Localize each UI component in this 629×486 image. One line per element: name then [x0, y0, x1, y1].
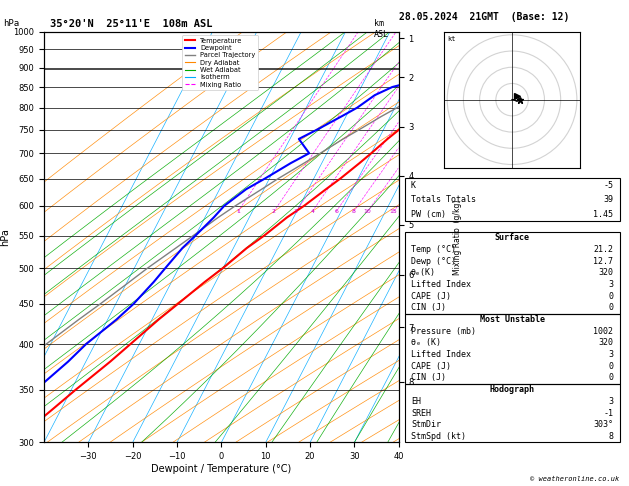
Text: 320: 320 [598, 338, 613, 347]
Text: 39: 39 [603, 195, 613, 204]
Text: Surface: Surface [494, 233, 530, 242]
Text: CAPE (J): CAPE (J) [411, 292, 451, 301]
Text: θₑ (K): θₑ (K) [411, 338, 441, 347]
Text: Totals Totals: Totals Totals [411, 195, 476, 204]
Text: Temp (°C): Temp (°C) [411, 245, 456, 254]
Text: CAPE (J): CAPE (J) [411, 362, 451, 371]
Text: kt: kt [447, 36, 456, 42]
Text: Pressure (mb): Pressure (mb) [411, 327, 476, 336]
Text: Hodograph: Hodograph [489, 385, 535, 394]
Y-axis label: hPa: hPa [1, 228, 11, 246]
Text: StmDir: StmDir [411, 420, 441, 429]
Text: 10: 10 [364, 208, 371, 214]
Text: Lifted Index: Lifted Index [411, 350, 471, 359]
Text: 1002: 1002 [593, 327, 613, 336]
Text: 8: 8 [352, 208, 355, 214]
Text: θₑ(K): θₑ(K) [411, 268, 436, 278]
Text: 6: 6 [334, 208, 338, 214]
Text: 3: 3 [608, 280, 613, 289]
Text: 3: 3 [294, 208, 298, 214]
Text: Most Unstable: Most Unstable [479, 315, 545, 324]
Text: 3: 3 [608, 397, 613, 406]
Text: © weatheronline.co.uk: © weatheronline.co.uk [530, 476, 620, 482]
Text: K: K [411, 181, 416, 190]
Text: 35°20'N  25°11'E  108m ASL: 35°20'N 25°11'E 108m ASL [50, 19, 213, 30]
Text: 15: 15 [390, 208, 398, 214]
Text: 28.05.2024  21GMT  (Base: 12): 28.05.2024 21GMT (Base: 12) [399, 12, 569, 22]
Text: -5: -5 [603, 181, 613, 190]
Text: 0: 0 [608, 362, 613, 371]
Text: 2: 2 [272, 208, 276, 214]
Text: Dewp (°C): Dewp (°C) [411, 257, 456, 265]
Text: 8: 8 [608, 432, 613, 441]
Text: Lifted Index: Lifted Index [411, 280, 471, 289]
Text: StmSpd (kt): StmSpd (kt) [411, 432, 466, 441]
Text: 303°: 303° [593, 420, 613, 429]
Text: hPa: hPa [3, 19, 19, 29]
X-axis label: Dewpoint / Temperature (°C): Dewpoint / Temperature (°C) [152, 464, 292, 474]
Text: 21.2: 21.2 [593, 245, 613, 254]
Text: -1: -1 [603, 409, 613, 417]
Text: CIN (J): CIN (J) [411, 373, 446, 382]
Text: 320: 320 [598, 268, 613, 278]
Legend: Temperature, Dewpoint, Parcel Trajectory, Dry Adiabat, Wet Adiabat, Isotherm, Mi: Temperature, Dewpoint, Parcel Trajectory… [182, 35, 258, 90]
Text: km
ASL: km ASL [374, 19, 389, 39]
Text: 1: 1 [236, 208, 240, 214]
Text: 4: 4 [310, 208, 314, 214]
Text: SREH: SREH [411, 409, 431, 417]
Text: PW (cm): PW (cm) [411, 210, 446, 219]
Text: 12.7: 12.7 [593, 257, 613, 265]
Y-axis label: Mixing Ratio  (g/kg): Mixing Ratio (g/kg) [453, 199, 462, 275]
Text: 0: 0 [608, 303, 613, 312]
Text: EH: EH [411, 397, 421, 406]
Text: 0: 0 [608, 373, 613, 382]
Text: 1.45: 1.45 [593, 210, 613, 219]
Text: 0: 0 [608, 292, 613, 301]
Text: 3: 3 [608, 350, 613, 359]
Text: CIN (J): CIN (J) [411, 303, 446, 312]
